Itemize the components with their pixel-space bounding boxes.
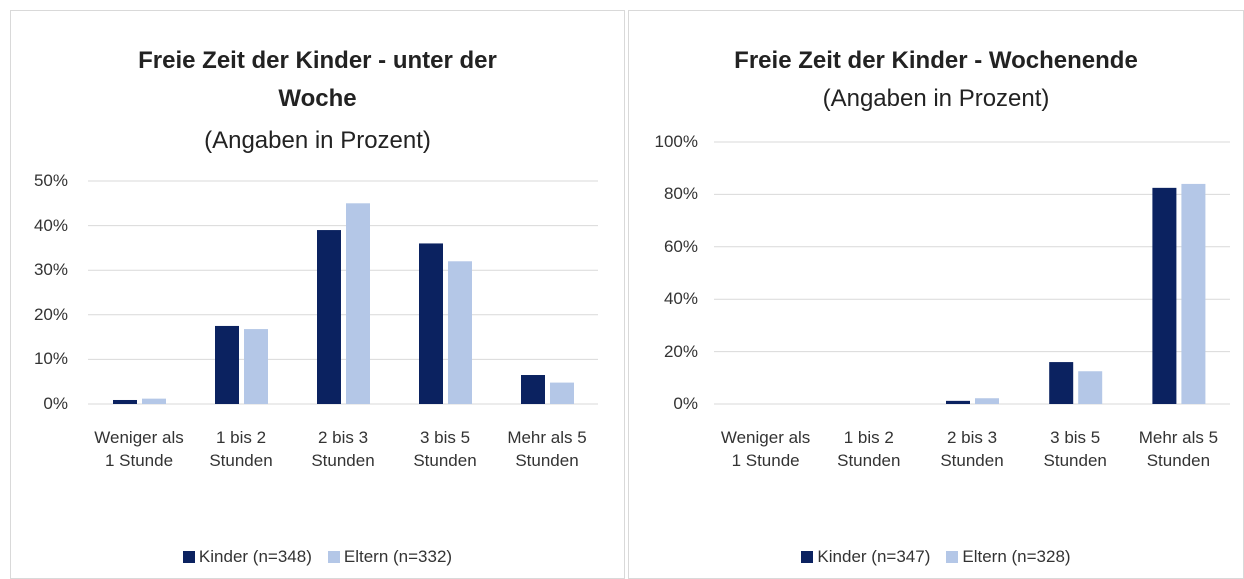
legend-item: Kinder (n=348) <box>182 547 312 567</box>
bar <box>1078 371 1103 404</box>
bar <box>1049 362 1074 404</box>
x-tick-label: 1 bis 2 Stunden <box>837 428 901 470</box>
bar <box>419 243 443 404</box>
x-tick-label: Mehr als 5 Stunden <box>507 428 587 470</box>
bar <box>521 375 545 404</box>
legend-item: Eltern (n=332) <box>327 547 453 567</box>
y-tick-label: 0% <box>43 394 68 413</box>
x-tick-label: 2 bis 3 Stunden <box>940 428 1004 470</box>
legend-swatch <box>327 551 340 563</box>
bar <box>142 398 166 404</box>
chart-subtitle: (Angaben in Prozent) <box>204 127 431 154</box>
bar <box>346 203 370 404</box>
bar <box>1181 183 1206 404</box>
bar <box>975 398 999 404</box>
legend-swatch <box>946 551 959 563</box>
chart-subtitle: (Angaben in Prozent) <box>822 85 1050 112</box>
bar <box>113 399 137 404</box>
y-tick-label: 50% <box>33 171 68 190</box>
x-tick-label: Weniger als 1 Stunde <box>720 428 811 470</box>
y-tick-label: 40% <box>33 215 68 235</box>
legend-label: Eltern (n=328) <box>962 547 1071 566</box>
bar <box>317 230 341 404</box>
bar <box>244 329 268 404</box>
bar <box>1152 187 1177 404</box>
chart-panel: Freie Zeit der Kinder - unter der Woche (… <box>10 10 625 579</box>
y-tick-label: 20% <box>33 304 68 324</box>
legend-swatch <box>801 551 814 563</box>
y-tick-label: 60% <box>663 236 698 256</box>
x-tick-label: 3 bis 5 Stunden <box>1043 428 1107 470</box>
legend-label: Eltern (n=332) <box>343 547 453 566</box>
x-tick-label: Weniger als 1 Stunde <box>94 428 184 470</box>
legend: Kinder (n=348) Eltern (n=332) <box>11 547 624 567</box>
y-tick-label: 10% <box>33 349 68 369</box>
y-tick-label: 20% <box>663 341 698 361</box>
bar <box>550 382 574 404</box>
bar <box>215 325 239 404</box>
plot <box>714 141 1230 405</box>
x-tick-label: Mehr als 5 Stunden <box>1138 428 1219 470</box>
y-tick-label: 100% <box>654 132 698 151</box>
legend-item: Kinder (n=347) <box>801 547 930 567</box>
x-tick-label: 1 bis 2 Stunden <box>209 428 273 470</box>
chart-title: Freie Zeit der Kinder - unter der Woche <box>138 47 497 112</box>
legend: Kinder (n=347) Eltern (n=328) <box>629 547 1243 567</box>
bar <box>448 261 472 404</box>
plot <box>88 180 598 405</box>
legend-swatch <box>182 551 195 563</box>
chart-panel: Freie Zeit der Kinder - Wochenende (Angab… <box>628 10 1244 579</box>
x-tick-label: 3 bis 5 Stunden <box>413 428 477 470</box>
bar <box>946 400 970 404</box>
chart-title: Freie Zeit der Kinder - Wochenende <box>734 47 1138 74</box>
legend-label: Kinder (n=347) <box>817 547 931 566</box>
y-tick-label: 0% <box>673 394 698 413</box>
y-tick-label: 40% <box>663 289 698 309</box>
y-tick-label: 30% <box>33 260 68 280</box>
legend-label: Kinder (n=348) <box>198 547 312 566</box>
x-tick-label: 2 bis 3 Stunden <box>311 428 375 470</box>
legend-item: Eltern (n=328) <box>946 547 1071 567</box>
y-tick-label: 80% <box>663 184 698 204</box>
